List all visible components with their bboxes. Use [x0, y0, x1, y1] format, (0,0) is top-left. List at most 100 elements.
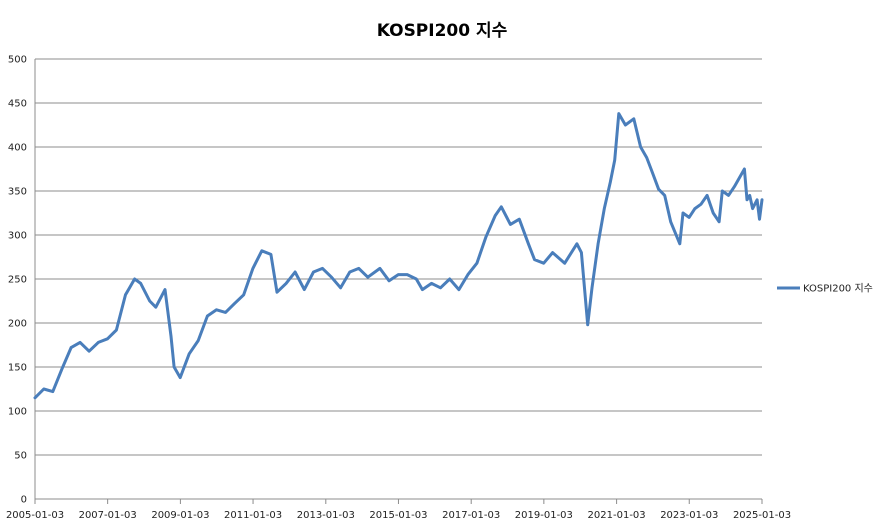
data-point	[624, 123, 627, 127]
data-point	[188, 352, 191, 355]
data-point	[758, 218, 761, 221]
x-tick-label: 2021-01-03	[588, 510, 646, 521]
y-tick-label: 250	[8, 275, 27, 286]
data-point	[69, 346, 73, 349]
data-point	[586, 323, 589, 326]
data-point	[751, 207, 754, 210]
data-point	[494, 214, 497, 217]
data-point	[87, 350, 91, 353]
data-point	[269, 253, 273, 256]
y-tick-label: 0	[21, 495, 27, 506]
data-point	[466, 273, 470, 276]
data-point	[699, 203, 703, 206]
data-point	[743, 167, 746, 171]
x-tick-label: 2011-01-03	[224, 510, 282, 521]
data-point	[197, 339, 200, 342]
data-point	[206, 314, 209, 318]
data-point	[251, 267, 255, 270]
y-axis-tick-labels: 0 50 100 150 200 250 300 350 400 450 500	[8, 55, 27, 506]
data-point	[613, 159, 616, 162]
x-tick-label: 2015-01-03	[369, 510, 427, 521]
data-point	[745, 198, 749, 201]
data-point	[681, 211, 685, 215]
data-point	[663, 194, 666, 197]
data-point	[275, 291, 279, 294]
data-point	[727, 194, 730, 197]
gridlines	[35, 58, 762, 456]
data-point	[387, 279, 391, 282]
y-tick-label: 350	[8, 187, 27, 198]
data-point	[551, 251, 554, 254]
y-tick-label: 400	[8, 143, 27, 154]
data-point	[378, 267, 382, 270]
data-point	[678, 242, 681, 245]
series-layer	[33, 112, 764, 400]
data-point	[339, 286, 342, 289]
x-tick-label: 2023-01-03	[660, 510, 718, 521]
axes	[34, 59, 763, 504]
data-point	[657, 188, 660, 191]
x-tick-label: 2019-01-03	[515, 510, 573, 521]
y-tick-label: 500	[8, 55, 27, 66]
data-point	[609, 181, 612, 184]
x-tick-label: 2025-01-03	[733, 510, 791, 521]
data-point	[348, 270, 351, 274]
y-tick-label: 200	[8, 319, 27, 330]
data-point	[475, 262, 479, 265]
data-point	[712, 211, 715, 215]
data-point	[484, 235, 488, 238]
data-point	[687, 216, 691, 219]
data-point	[500, 205, 503, 208]
data-point	[97, 341, 100, 344]
data-point	[527, 242, 530, 245]
data-point	[224, 311, 227, 314]
data-point	[617, 112, 620, 115]
data-point	[163, 288, 167, 291]
x-axis-tick-labels: 2005-01-03 2007-01-03 2009-01-03 2011-01-03…	[6, 510, 791, 521]
y-tick-label: 300	[8, 231, 27, 242]
data-point	[430, 282, 433, 285]
data-point	[293, 270, 297, 274]
data-point	[542, 262, 545, 265]
data-point	[60, 367, 64, 370]
data-point	[233, 302, 236, 305]
data-point	[242, 293, 245, 296]
data-point	[154, 306, 157, 309]
data-point	[284, 282, 288, 285]
data-point	[78, 341, 82, 344]
data-point	[596, 242, 600, 245]
data-point	[406, 273, 409, 276]
y-tick-label: 50	[14, 451, 27, 462]
data-point	[717, 220, 721, 223]
y-tick-label: 450	[8, 99, 27, 110]
y-tick-label: 100	[8, 407, 27, 418]
data-point	[439, 286, 442, 289]
y-tick-label: 150	[8, 363, 27, 374]
data-point	[321, 267, 324, 270]
data-point	[172, 365, 176, 369]
data-point	[312, 270, 315, 274]
data-point	[509, 223, 512, 226]
data-point	[415, 277, 418, 281]
data-point	[448, 277, 451, 281]
data-point	[148, 299, 151, 303]
data-point	[575, 242, 579, 245]
data-point	[457, 288, 461, 291]
data-point	[590, 286, 594, 289]
data-point	[115, 328, 118, 332]
data-point	[169, 335, 173, 338]
x-tick-label: 2009-01-03	[151, 510, 209, 521]
data-point	[533, 258, 536, 261]
data-point	[139, 282, 142, 285]
data-point	[106, 337, 109, 340]
data-point	[748, 194, 751, 197]
data-point	[669, 220, 672, 223]
data-point	[133, 277, 136, 281]
legend[interactable]: KOSPI200 지수	[777, 283, 873, 295]
data-point	[179, 376, 182, 379]
series-line	[33, 112, 764, 400]
x-tick-label: 2013-01-03	[297, 510, 355, 521]
data-point	[721, 189, 724, 193]
data-point	[303, 288, 306, 291]
